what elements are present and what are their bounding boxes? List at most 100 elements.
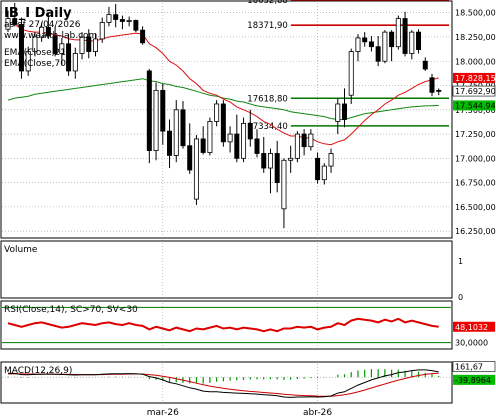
price-level-label: 18371,90 xyxy=(247,21,288,31)
candle-body xyxy=(341,103,347,120)
candle-body xyxy=(59,43,65,54)
candle-body xyxy=(52,35,58,54)
macd-panel[interactable] xyxy=(0,361,453,404)
candle-body xyxy=(301,133,307,148)
candle-body xyxy=(227,133,233,143)
candle-body xyxy=(5,18,11,30)
candle-body xyxy=(416,31,422,51)
x-axis-label: abr-26 xyxy=(303,408,332,418)
price-axis-label: 18.000,00 xyxy=(455,57,496,66)
volume-axis-label: 0 xyxy=(458,293,463,302)
price-axis-label: 18.500,00 xyxy=(455,9,496,18)
volume-panel-title: Volume xyxy=(4,245,38,255)
last-value-box xyxy=(453,72,495,83)
last-value-label: 17.828,156 xyxy=(455,74,496,83)
ema21-legend: EMA(Close,21) xyxy=(4,48,69,58)
candle-body xyxy=(294,133,300,159)
candle-body xyxy=(72,53,78,72)
last-value-label: 17.544,947 xyxy=(455,101,496,110)
as-of-date: as of 27/04/2026 xyxy=(4,20,81,30)
candle-body xyxy=(99,22,105,40)
candle-body xyxy=(66,43,72,72)
candle-body xyxy=(187,145,193,171)
price-axis-label: 16.500,00 xyxy=(455,203,496,212)
candle-body xyxy=(308,133,314,148)
candle-body xyxy=(133,20,139,31)
macd-last-label: -39,8964 xyxy=(455,376,491,385)
price-marks: 18632,88 18371,90 17618,80 17334,40 xyxy=(5,0,449,229)
candle-body xyxy=(45,26,51,37)
price-panel[interactable] xyxy=(0,0,453,239)
macd-last-box xyxy=(452,361,496,372)
candle-body xyxy=(106,14,112,23)
candle-body xyxy=(167,130,173,156)
volume-panel[interactable] xyxy=(0,240,453,299)
candle-body xyxy=(39,26,45,38)
candle-body xyxy=(193,138,199,200)
candle-body xyxy=(315,157,321,181)
grid-lines xyxy=(2,3,451,401)
candle-body xyxy=(429,77,435,93)
chart-title: IB_I Daily xyxy=(4,6,72,21)
candle-body xyxy=(113,14,119,20)
candle-body xyxy=(335,103,341,122)
price-axis-label: 18.250,00 xyxy=(455,33,496,42)
candle-body xyxy=(274,153,280,184)
candle-body xyxy=(180,109,186,147)
x-axis-label: mar-26 xyxy=(147,408,179,418)
candle-body xyxy=(436,89,442,92)
price-axis-label: 17.000,00 xyxy=(455,154,496,163)
candle-body xyxy=(220,103,226,143)
candle-body xyxy=(321,165,327,181)
candle-body xyxy=(25,51,31,72)
candle-body xyxy=(362,37,368,43)
candle-body xyxy=(173,109,179,156)
last-value-box xyxy=(452,85,496,97)
candle-body xyxy=(267,153,273,169)
candle-body xyxy=(200,138,206,153)
candle-body xyxy=(160,89,166,132)
candle-body xyxy=(261,153,267,169)
candle-body xyxy=(281,159,287,210)
macd-line xyxy=(7,369,439,398)
candle-body xyxy=(254,138,260,154)
macd-marks xyxy=(2,369,451,398)
candle-body xyxy=(368,41,374,48)
candle-body xyxy=(207,121,213,153)
candle-body xyxy=(140,29,146,44)
candle-body xyxy=(92,38,98,52)
candle-body xyxy=(126,20,132,22)
candle-body xyxy=(247,122,253,140)
ema70-line xyxy=(7,78,439,120)
price-level-label: 17618,80 xyxy=(247,94,288,104)
candle-body xyxy=(153,89,159,151)
price-axis-label: 16.750,00 xyxy=(455,179,496,188)
macd-panel-title: MACD(12,26,9) xyxy=(4,366,72,376)
rsi-marks xyxy=(2,306,451,344)
candle-body xyxy=(328,153,334,167)
candle-body xyxy=(409,31,415,54)
candle-body xyxy=(79,36,85,54)
candle-body xyxy=(395,18,401,48)
candle-body xyxy=(402,18,408,54)
rsi-last-box xyxy=(453,321,495,332)
price-axis-label: 17.250,00 xyxy=(455,130,496,139)
rsi-axis-label: 30,0000 xyxy=(455,339,488,348)
candle-body xyxy=(422,60,428,70)
price-level-label: 18632,88 xyxy=(247,0,288,6)
candle-body xyxy=(234,133,240,159)
candle-body xyxy=(375,46,381,62)
candle-body xyxy=(288,157,294,161)
rsi-line xyxy=(7,317,439,333)
candle-body xyxy=(382,31,388,62)
volume-axis-label: 1 xyxy=(458,257,463,266)
candle-body xyxy=(146,70,152,151)
ema70-legend: EMA(Close,70) xyxy=(4,59,69,69)
candle-body xyxy=(119,19,125,22)
candle-body xyxy=(32,36,38,52)
macd-last-box xyxy=(453,374,495,385)
price-level-label: 17334,40 xyxy=(247,122,288,132)
candle-body xyxy=(348,51,354,96)
last-value-label: 17.692,90 xyxy=(455,87,496,96)
